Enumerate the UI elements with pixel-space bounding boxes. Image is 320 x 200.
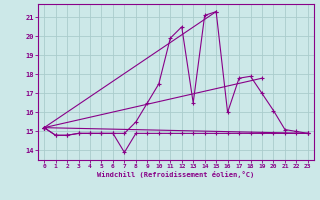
X-axis label: Windchill (Refroidissement éolien,°C): Windchill (Refroidissement éolien,°C) xyxy=(97,171,255,178)
